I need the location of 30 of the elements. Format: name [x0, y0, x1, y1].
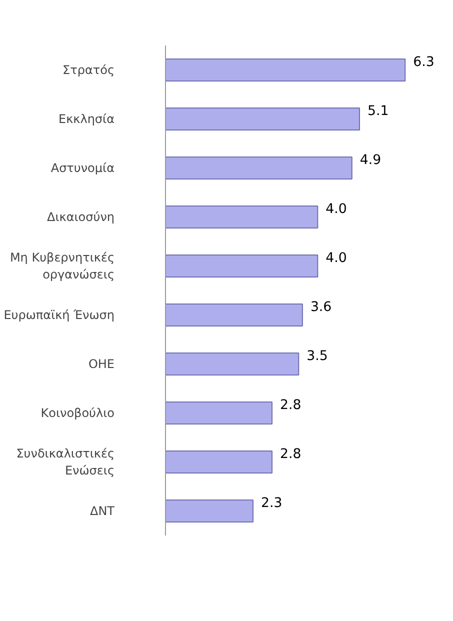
y-tick-label: Κοινοβούλιο: [40, 406, 114, 420]
data-label: 4.9: [360, 153, 382, 168]
y-tick-label: ΟΗΕ: [88, 357, 115, 371]
data-label: 4.0: [326, 202, 347, 217]
data-label: 3.5: [306, 349, 328, 364]
y-tick-label: ΔΝΤ: [90, 504, 116, 518]
data-label: 2.8: [280, 398, 302, 413]
bar: [166, 205, 318, 229]
bar: [166, 352, 300, 376]
data-label: 2.8: [280, 447, 302, 462]
data-label: 6.3: [413, 55, 434, 70]
y-tick-label: Δικαιοσύνη: [46, 210, 115, 224]
bar: [166, 254, 318, 278]
bar: [166, 58, 406, 82]
y-tick-label: Συνδικαλιστικές Ενώσεις: [16, 446, 115, 478]
y-tick-label: Ευρωπαϊκή Ένωση: [4, 308, 114, 322]
data-label: 4.0: [326, 251, 347, 266]
y-tick-label: Αστυνομία: [50, 161, 115, 175]
bar: [166, 450, 273, 474]
y-tick-label: Στρατός: [62, 63, 115, 77]
data-label: 5.1: [368, 104, 389, 119]
data-label: 2.3: [260, 496, 282, 511]
data-label: 3.6: [310, 300, 332, 315]
bar: [166, 156, 352, 180]
y-tick-label: Μη Κυβερνητικές οργανώσεις: [10, 250, 115, 282]
bar: [166, 107, 360, 131]
bar: [166, 401, 273, 425]
y-tick-label: Εκκλησία: [58, 112, 115, 126]
bar: [166, 499, 254, 523]
bar: [166, 303, 303, 327]
